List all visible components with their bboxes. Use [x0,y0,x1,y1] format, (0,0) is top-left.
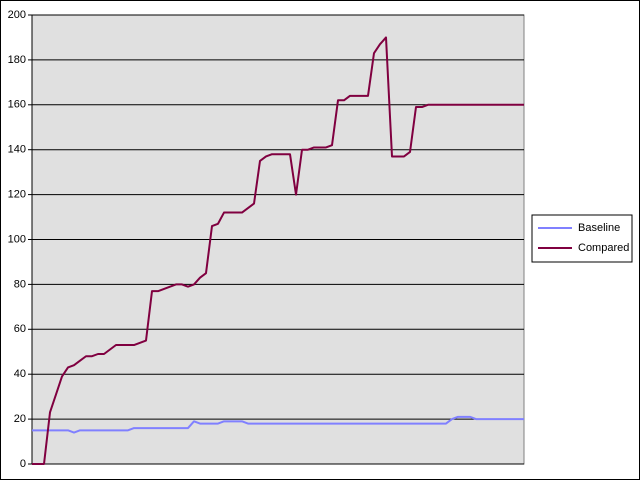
y-tick-label: 0 [20,458,26,470]
y-tick-label: 200 [8,9,26,21]
y-tick-label: 180 [8,54,26,66]
legend-label: Baseline [578,222,620,234]
y-tick-label: 160 [8,99,26,111]
series-line [32,36,524,465]
y-tick-label: 120 [8,189,26,201]
series-line [32,415,524,434]
legend-box [531,214,633,263]
y-tick-label: 80 [14,278,26,290]
y-tick-label: 140 [8,144,26,156]
y-tick-label: 100 [8,233,26,245]
legend-label: Compared [578,242,629,254]
y-tick-label: 40 [14,368,26,380]
y-tick-label: 60 [14,323,26,335]
y-tick-label: 20 [14,413,26,425]
